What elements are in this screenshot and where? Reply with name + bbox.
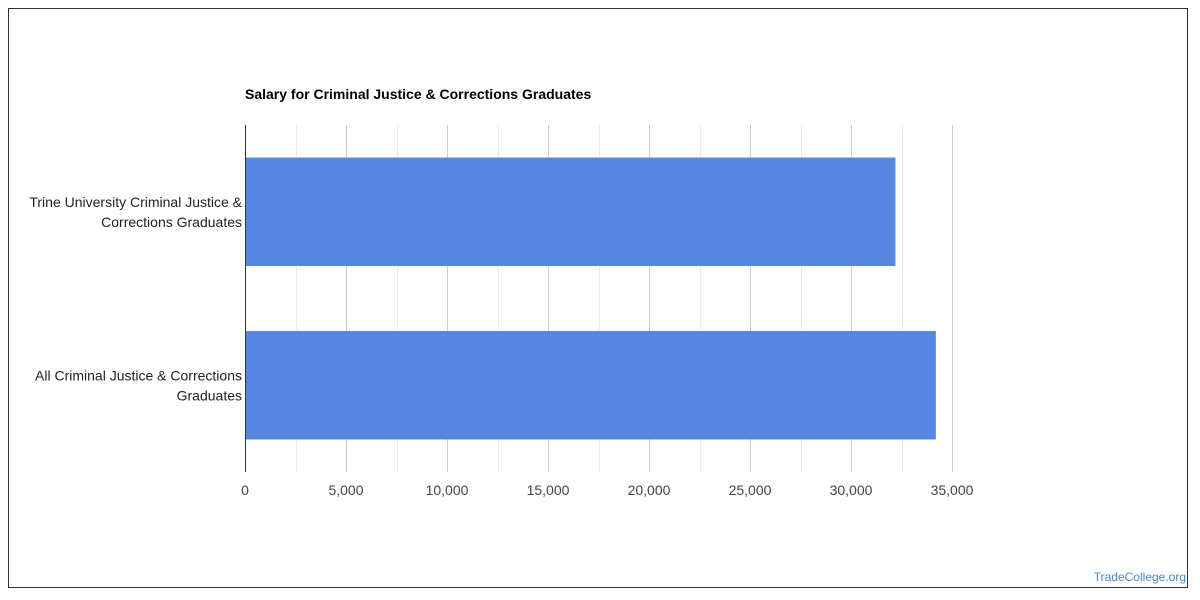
bar	[245, 331, 936, 440]
bars	[245, 157, 936, 440]
category-label: Trine University Criminal Justice & Corre…	[29, 194, 242, 230]
x-tick-label: 30,000	[830, 482, 873, 498]
category-labels: Trine University Criminal Justice & Corre…	[29, 194, 242, 404]
chart-title: Salary for Criminal Justice & Correction…	[245, 86, 591, 102]
x-tick-label: 25,000	[729, 482, 772, 498]
x-tick-label: 15,000	[527, 482, 570, 498]
x-tick-label: 5,000	[328, 482, 363, 498]
x-tick-label: 35,000	[931, 482, 974, 498]
x-tick-label: 10,000	[426, 482, 469, 498]
x-tick-label: 0	[241, 482, 249, 498]
category-label: All Criminal Justice & Corrections Gradua…	[35, 367, 242, 403]
watermark-link[interactable]: TradeCollege.org	[1093, 570, 1186, 584]
bar	[245, 157, 896, 266]
chart-frame	[8, 8, 1188, 588]
x-axis-ticks: 0 5,000 10,000 15,000 20,000 25,000 30,000 35,0…	[241, 482, 974, 498]
x-tick-label: 20,000	[628, 482, 671, 498]
